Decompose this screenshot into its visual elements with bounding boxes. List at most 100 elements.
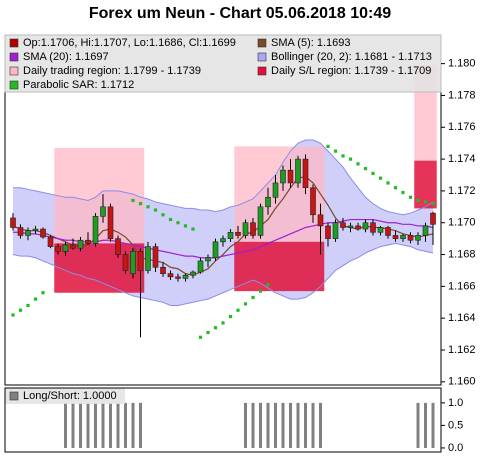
candle-body <box>250 222 256 236</box>
candle-body <box>295 158 301 184</box>
sar-dot <box>198 335 203 339</box>
bar <box>244 402 247 448</box>
candle-body <box>265 196 271 208</box>
candle-body <box>385 227 391 236</box>
candle-body <box>25 230 31 236</box>
candle-body <box>340 222 346 228</box>
candle-body <box>407 235 414 241</box>
bar <box>296 402 300 448</box>
sar-dot <box>401 190 405 195</box>
candle-body <box>362 222 369 230</box>
bar <box>64 402 67 448</box>
sar-dot <box>11 313 15 317</box>
candle-body <box>55 246 61 252</box>
y-tick-label: 1.180 <box>448 58 476 70</box>
legend-label: Op:1.1706, Hi:1.1707, Lo:1.1686, Cl:1.16… <box>23 37 236 49</box>
sar-dot <box>161 213 165 217</box>
sar-dot <box>408 195 413 199</box>
bar <box>431 402 435 448</box>
legend-swatch <box>257 66 267 76</box>
candle-body <box>272 182 279 198</box>
candle-body <box>355 225 361 230</box>
y-tick-label: 1.174 <box>448 153 476 165</box>
bar <box>131 402 135 448</box>
y-tick-label: 1.176 <box>448 121 476 133</box>
sar-dot <box>356 162 360 166</box>
legend-box <box>4 34 442 93</box>
sar-dot <box>138 202 143 206</box>
candle-body <box>212 241 219 259</box>
candle-body <box>430 212 436 225</box>
sar-dot <box>221 321 225 325</box>
legend-swatch <box>9 391 19 401</box>
sar-dot <box>386 181 390 185</box>
sar-dot <box>191 227 195 231</box>
bar <box>274 402 277 448</box>
bar <box>116 402 120 448</box>
candle-body <box>47 236 54 247</box>
sar-dot <box>236 308 240 312</box>
sar-dot <box>153 208 158 212</box>
candle-body <box>332 222 339 239</box>
y-tick-label: 1.166 <box>448 280 476 292</box>
sar-dot <box>168 217 173 222</box>
sar-dot <box>341 154 345 158</box>
bar <box>79 402 82 448</box>
plot-area <box>10 65 437 339</box>
legend-swatch <box>9 38 19 48</box>
candle-body <box>227 231 234 239</box>
candle-body <box>377 227 384 233</box>
candle-body <box>242 222 249 236</box>
candle-body <box>70 244 76 249</box>
candle-body <box>77 239 84 249</box>
sar-dot <box>371 171 375 176</box>
y-tick-label: 1.0 <box>448 397 463 409</box>
bar <box>289 402 292 448</box>
y-tick-label: 1.172 <box>448 185 476 197</box>
candle-body <box>107 206 114 239</box>
candle-body <box>400 235 406 239</box>
candle-body <box>220 238 226 243</box>
bar <box>311 402 315 448</box>
sar-dot <box>26 303 30 308</box>
legend-swatch <box>257 52 267 62</box>
legend-label: SMA (20): 1.1697 <box>23 51 109 63</box>
candle-body <box>137 251 144 271</box>
candle-body <box>167 273 174 278</box>
sar-dot <box>258 289 263 293</box>
legend-swatch <box>9 80 19 90</box>
stop-loss-region <box>414 160 437 209</box>
candle-body <box>92 216 99 244</box>
bar <box>124 402 127 448</box>
sar-dot <box>333 149 338 153</box>
bollinger-lower <box>12 242 434 306</box>
bar <box>304 402 307 448</box>
y-tick-label: 1.170 <box>448 217 476 229</box>
candle-body <box>122 254 129 271</box>
sar-dot <box>348 157 353 161</box>
legend-label: Parabolic SAR: 1.1712 <box>23 79 134 91</box>
candle-body <box>317 214 324 227</box>
candle-body <box>160 266 166 274</box>
y-tick-label: 1.162 <box>448 344 476 356</box>
sar-dot <box>228 314 233 319</box>
candle-body <box>415 235 421 241</box>
sar-dot <box>206 330 210 335</box>
candle-body <box>422 225 429 236</box>
axes: 1.160 1.162 1.164 1.166 1.168 1.170 1.172 1.174… <box>441 58 476 454</box>
candle-body <box>182 274 189 279</box>
legend-box <box>5 388 125 404</box>
bar <box>94 402 97 448</box>
sar-dot <box>243 302 248 306</box>
candle-body <box>310 187 316 216</box>
trading-region <box>54 147 145 244</box>
legend-swatch <box>9 66 19 76</box>
candle-body <box>280 169 286 184</box>
candle-body <box>257 206 264 236</box>
bar <box>416 402 420 448</box>
trading-region <box>234 146 325 242</box>
bar <box>319 402 322 448</box>
y-tick-label: 1.164 <box>448 312 476 324</box>
candle-body <box>190 271 196 276</box>
